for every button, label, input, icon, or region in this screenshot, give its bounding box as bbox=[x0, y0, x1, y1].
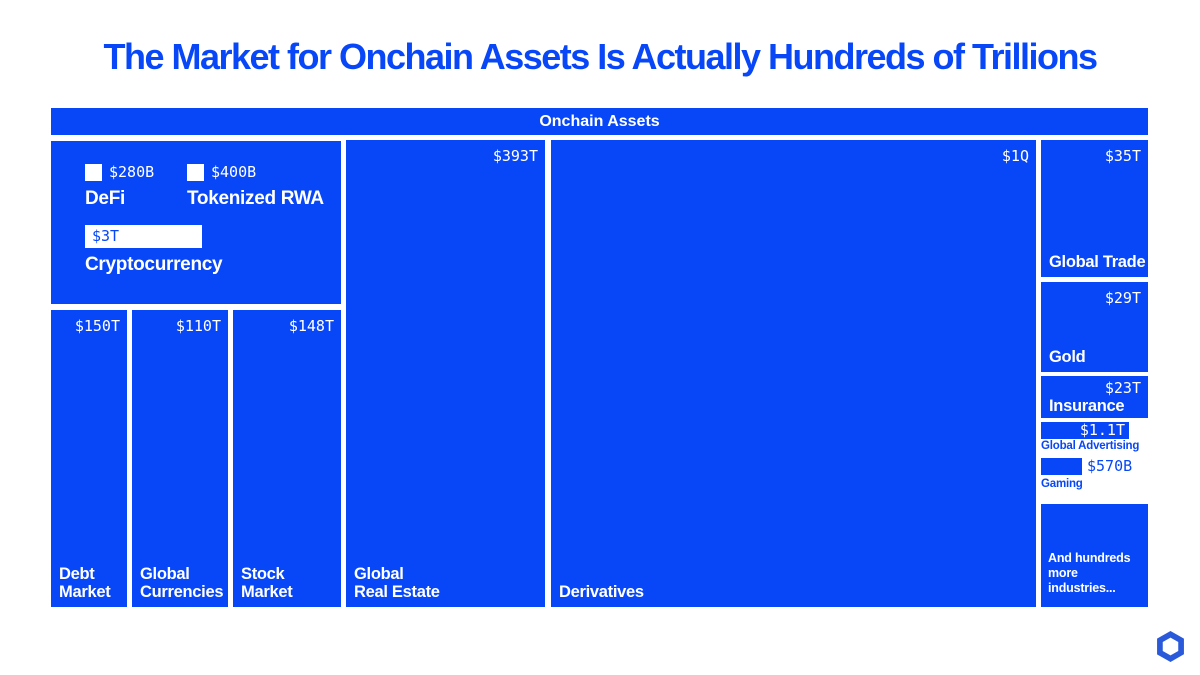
treemap-cell-derivatives: $1Q Derivatives bbox=[551, 140, 1036, 607]
global-trade-label: Global Trade bbox=[1049, 252, 1146, 271]
treemap-cell-more-industries: And hundreds more industries... bbox=[1041, 504, 1148, 607]
treemap-root-bar: Onchain Assets bbox=[51, 108, 1148, 135]
global-advertising-bar: $1.1T bbox=[1041, 422, 1129, 439]
debt-market-label-line2: Market bbox=[59, 582, 111, 601]
debt-market-value: $150T bbox=[74, 317, 120, 335]
debt-market-label: Debt Market bbox=[59, 565, 111, 601]
gaming-value: $570B bbox=[1087, 457, 1133, 475]
chainlink-hexagon-icon bbox=[1157, 631, 1184, 662]
cryptocurrency-value: $3T bbox=[92, 227, 120, 245]
global-advertising-label: Global Advertising bbox=[1041, 440, 1140, 452]
treemap-item-tokenized-rwa: $400B Tokenized RWA bbox=[187, 163, 324, 210]
treemap-cell-global-real-estate: $393T Global Real Estate bbox=[346, 140, 545, 607]
more-industries-label-line2: more industries... bbox=[1048, 566, 1116, 595]
gaming-bar bbox=[1041, 458, 1082, 475]
global-currencies-label-line2: Currencies bbox=[140, 582, 224, 601]
tokenized-rwa-label: Tokenized RWA bbox=[187, 188, 324, 209]
defi-swatch-icon bbox=[85, 163, 102, 181]
global-real-estate-label-line1: Global bbox=[354, 565, 404, 584]
treemap-cell-debt-market: $150T Debt Market bbox=[51, 310, 127, 607]
gold-label: Gold bbox=[1049, 347, 1086, 366]
treemap-cell-insurance: $23T Insurance bbox=[1041, 376, 1148, 418]
debt-market-label-line1: Debt bbox=[59, 565, 95, 584]
global-advertising-value: $1.1T bbox=[1079, 421, 1125, 439]
stock-market-label-line1: Stock bbox=[241, 565, 285, 584]
derivatives-label: Derivatives bbox=[559, 582, 644, 601]
derivatives-value: $1Q bbox=[1001, 147, 1029, 165]
insurance-value: $23T bbox=[1104, 379, 1141, 397]
global-real-estate-label-line2: Real Estate bbox=[354, 582, 440, 601]
gold-value: $29T bbox=[1104, 289, 1141, 307]
treemap-item-defi: $280B DeFi bbox=[85, 163, 154, 210]
tokenized-rwa-value: $400B bbox=[211, 163, 257, 181]
more-industries-label-line1: And hundreds bbox=[1048, 551, 1131, 565]
tokenized-rwa-swatch-icon bbox=[187, 163, 204, 181]
cryptocurrency-bar: $3T bbox=[85, 225, 202, 248]
cryptocurrency-label: Cryptocurrency bbox=[85, 254, 223, 275]
treemap-cell-global-trade: $35T Global Trade bbox=[1041, 140, 1148, 277]
more-industries-label: And hundreds more industries... bbox=[1048, 551, 1148, 596]
global-real-estate-value: $393T bbox=[492, 147, 538, 165]
global-currencies-value: $110T bbox=[175, 317, 221, 335]
treemap-cell-crypto-group: $280B DeFi $400B Tokenized RWA $3T Crypt… bbox=[51, 141, 341, 304]
stock-market-value: $148T bbox=[288, 317, 334, 335]
defi-value: $280B bbox=[109, 163, 155, 181]
stock-market-label-line2: Market bbox=[241, 582, 293, 601]
stock-market-label: Stock Market bbox=[241, 565, 293, 601]
insurance-label: Insurance bbox=[1049, 396, 1125, 415]
treemap-cell-global-currencies: $110T Global Currencies bbox=[132, 310, 228, 607]
page-title: The Market for Onchain Assets Is Actuall… bbox=[103, 36, 1098, 77]
gaming-label: Gaming bbox=[1041, 478, 1083, 490]
defi-label: DeFi bbox=[85, 188, 125, 209]
global-trade-value: $35T bbox=[1104, 147, 1141, 165]
root-bar-label: Onchain Assets bbox=[539, 112, 660, 130]
global-currencies-label-line1: Global bbox=[140, 565, 190, 584]
treemap-cell-stock-market: $148T Stock Market bbox=[233, 310, 341, 607]
global-real-estate-label: Global Real Estate bbox=[354, 566, 440, 601]
treemap-cell-gold: $29T Gold bbox=[1041, 282, 1148, 372]
global-currencies-label: Global Currencies bbox=[140, 565, 224, 601]
